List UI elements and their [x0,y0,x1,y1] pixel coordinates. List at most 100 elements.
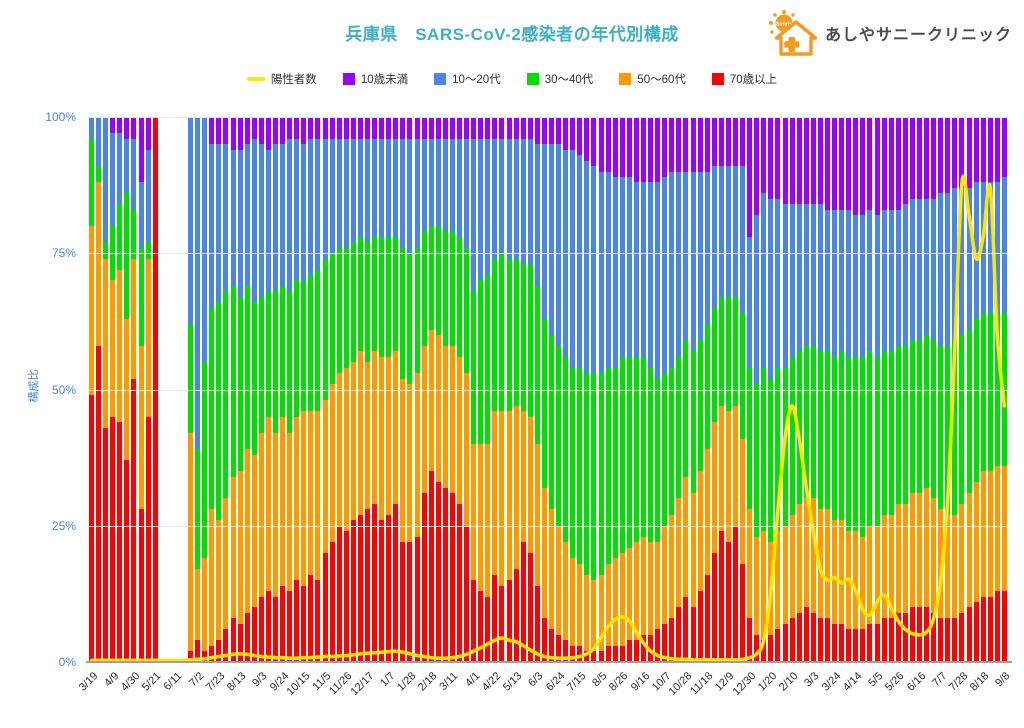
weekly-stacked-bar[interactable] [336,117,342,662]
weekly-stacked-bar[interactable] [563,117,569,662]
weekly-stacked-bar[interactable] [96,117,102,662]
weekly-stacked-bar[interactable] [273,117,278,662]
weekly-stacked-bar[interactable] [591,117,597,662]
weekly-stacked-bar[interactable] [379,117,385,662]
weekly-stacked-bar[interactable] [619,117,625,662]
weekly-stacked-bar[interactable] [874,117,880,662]
weekly-stacked-bar[interactable] [131,117,137,662]
weekly-stacked-bar[interactable] [789,117,795,662]
weekly-stacked-bar[interactable] [435,117,441,662]
weekly-stacked-bar[interactable] [626,117,632,662]
weekly-stacked-bar[interactable] [393,117,399,662]
weekly-stacked-bar[interactable] [138,117,144,662]
weekly-stacked-bar[interactable] [329,117,335,662]
weekly-stacked-bar[interactable] [124,117,130,662]
weekly-stacked-bar[interactable] [796,117,802,662]
weekly-stacked-bar[interactable] [740,117,746,662]
weekly-stacked-bar[interactable] [733,117,738,662]
weekly-stacked-bar[interactable] [414,117,420,662]
weekly-stacked-bar[interactable] [1001,117,1007,662]
weekly-stacked-bar[interactable] [860,117,866,662]
weekly-stacked-bar[interactable] [223,117,229,662]
weekly-stacked-bar[interactable] [648,117,654,662]
weekly-stacked-bar[interactable] [428,117,434,662]
weekly-stacked-bar[interactable] [457,117,462,662]
weekly-stacked-bar[interactable] [803,117,809,662]
weekly-stacked-bar[interactable] [244,117,250,662]
weekly-stacked-bar[interactable] [407,117,413,662]
weekly-stacked-bar[interactable] [230,117,236,662]
weekly-stacked-bar[interactable] [534,117,540,662]
weekly-stacked-bar[interactable] [711,117,717,662]
weekly-stacked-bar[interactable] [839,117,845,662]
weekly-stacked-bar[interactable] [832,117,838,662]
weekly-stacked-bar[interactable] [987,117,993,662]
weekly-stacked-bar[interactable] [322,117,328,662]
weekly-stacked-bar[interactable] [209,117,215,662]
weekly-stacked-bar[interactable] [825,117,830,662]
weekly-stacked-bar[interactable] [662,117,668,662]
weekly-stacked-bar[interactable] [471,117,477,662]
weekly-stacked-bar[interactable] [280,117,286,662]
weekly-stacked-bar[interactable] [499,117,505,662]
weekly-stacked-bar[interactable] [343,117,349,662]
weekly-stacked-bar[interactable] [520,117,526,662]
weekly-stacked-bar[interactable] [202,117,208,662]
weekly-stacked-bar[interactable] [372,117,378,662]
weekly-stacked-bar[interactable] [754,117,760,662]
weekly-stacked-bar[interactable] [669,117,675,662]
weekly-stacked-bar[interactable] [633,117,639,662]
weekly-stacked-bar[interactable] [888,117,894,662]
weekly-stacked-bar[interactable] [315,117,321,662]
weekly-stacked-bar[interactable] [980,117,986,662]
weekly-stacked-bar[interactable] [195,117,201,662]
weekly-stacked-bar[interactable] [145,117,151,662]
weekly-stacked-bar[interactable] [350,117,356,662]
weekly-stacked-bar[interactable] [973,117,979,662]
weekly-stacked-bar[interactable] [506,117,512,662]
weekly-stacked-bar[interactable] [938,117,944,662]
weekly-stacked-bar[interactable] [513,117,519,662]
weekly-stacked-bar[interactable] [810,117,816,662]
weekly-stacked-bar[interactable] [676,117,682,662]
weekly-stacked-bar[interactable] [188,117,194,662]
weekly-stacked-bar[interactable] [287,117,293,662]
weekly-stacked-bar[interactable] [605,117,611,662]
weekly-stacked-bar[interactable] [994,117,1000,662]
weekly-stacked-bar[interactable] [902,117,908,662]
weekly-stacked-bar[interactable] [492,117,498,662]
weekly-stacked-bar[interactable] [478,117,484,662]
weekly-stacked-bar[interactable] [216,117,222,662]
weekly-stacked-bar[interactable] [945,117,951,662]
weekly-stacked-bar[interactable] [386,117,392,662]
weekly-stacked-bar[interactable] [690,117,696,662]
weekly-stacked-bar[interactable] [527,117,533,662]
weekly-stacked-bar[interactable] [89,117,94,662]
weekly-stacked-bar[interactable] [931,117,937,662]
weekly-stacked-bar[interactable] [117,117,123,662]
weekly-stacked-bar[interactable] [294,117,300,662]
weekly-stacked-bar[interactable] [697,117,703,662]
weekly-stacked-bar[interactable] [966,117,972,662]
weekly-stacked-bar[interactable] [308,117,314,662]
weekly-stacked-bar[interactable] [400,117,406,662]
weekly-stacked-bar[interactable] [683,117,689,662]
weekly-stacked-bar[interactable] [598,117,604,662]
weekly-stacked-bar[interactable] [301,117,307,662]
weekly-stacked-bar[interactable] [265,117,271,662]
weekly-stacked-bar[interactable] [556,117,562,662]
weekly-stacked-bar[interactable] [881,117,887,662]
weekly-stacked-bar[interactable] [853,117,859,662]
weekly-stacked-bar[interactable] [775,117,781,662]
weekly-stacked-bar[interactable] [541,117,547,662]
weekly-stacked-bar[interactable] [959,117,965,662]
weekly-stacked-bar[interactable] [577,117,583,662]
weekly-stacked-bar[interactable] [485,117,491,662]
weekly-stacked-bar[interactable] [747,117,753,662]
weekly-stacked-bar[interactable] [357,117,363,662]
weekly-stacked-bar[interactable] [655,117,661,662]
weekly-stacked-bar[interactable] [549,117,554,662]
weekly-stacked-bar[interactable] [584,117,590,662]
weekly-stacked-bar[interactable] [867,117,873,662]
weekly-stacked-bar[interactable] [570,117,576,662]
